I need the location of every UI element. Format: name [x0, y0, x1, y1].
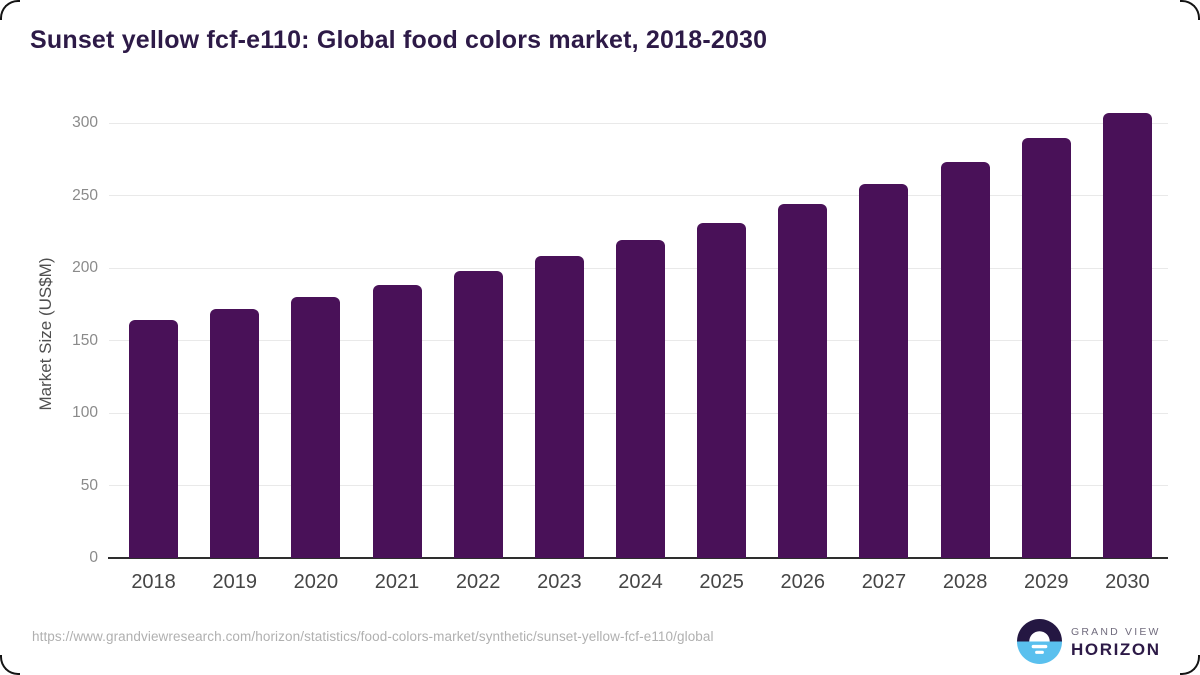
bar-2022[interactable] [453, 270, 503, 558]
bar-2018[interactable] [129, 320, 179, 558]
bar-2030[interactable] [1102, 112, 1152, 558]
y-tick-label-200: 200 [72, 259, 98, 276]
y-tick-label-50: 50 [80, 476, 98, 494]
x-axis-labels: 2018 2019 2020 2021 2022 2023 2024 2025 2026 2027… [113, 569, 1168, 597]
source-url[interactable]: https://www.grandviewresearch.com/horizo… [32, 629, 714, 644]
gridline-250 [109, 195, 1168, 196]
x-tick-label-2026: 2026 [780, 571, 826, 593]
brand-name-bottom: HORIZON [1071, 640, 1161, 659]
gridline-300 [109, 122, 1168, 124]
rounded-corner-top-right [1180, 0, 1200, 20]
rounded-corner-bottom-right [1180, 655, 1200, 675]
x-tick-label-2018: 2018 [131, 571, 176, 593]
bar-2029[interactable] [1021, 137, 1071, 558]
y-tick-label-150: 150 [72, 331, 98, 349]
y-tick-label-300: 300 [72, 114, 98, 131]
bar-2027[interactable] [859, 183, 909, 558]
x-tick-label-2028: 2028 [942, 571, 988, 593]
x-axis-line [108, 557, 1168, 559]
bar-2024[interactable] [616, 240, 665, 558]
bar-2021[interactable] [372, 285, 422, 558]
bar-2019[interactable] [210, 308, 260, 558]
brand-name-top: GRAND VIEW [1071, 626, 1161, 638]
y-tick-label-250: 250 [72, 186, 98, 204]
sunset-circle-icon [1016, 618, 1063, 665]
bar-2020[interactable] [291, 297, 341, 558]
x-tick-label-2027: 2027 [861, 571, 907, 593]
x-tick-label-2021: 2021 [374, 571, 420, 593]
x-tick-label-2030: 2030 [1105, 571, 1150, 593]
x-tick-label-2023: 2023 [537, 571, 582, 593]
logo-text: GRAND VIEW HORIZON [1071, 626, 1161, 660]
x-tick-label-2022: 2022 [455, 571, 501, 593]
bar-2025[interactable] [697, 223, 747, 558]
x-tick-label-2025: 2025 [699, 571, 744, 593]
x-tick-label-2019: 2019 [212, 571, 257, 593]
y-axis-ticks: 0 50 100 150 200 250 300 [40, 114, 98, 566]
rounded-corner-bottom-left [0, 655, 20, 675]
rounded-corner-top-left [0, 0, 20, 20]
grand-view-horizon-logo-icon [1016, 618, 1063, 665]
x-tick-label-2020: 2020 [293, 571, 339, 593]
x-tick-label-2029: 2029 [1024, 571, 1069, 593]
plot-area [108, 112, 1168, 559]
bar-2026[interactable] [778, 204, 828, 558]
y-tick-label-0: 0 [89, 549, 98, 566]
y-tick-label-100: 100 [72, 404, 98, 421]
bar-2028[interactable] [940, 162, 990, 558]
x-tick-label-2024: 2024 [618, 571, 663, 593]
bar-2023[interactable] [534, 256, 584, 558]
chart-title: Sunset yellow fcf-e110: Global food colo… [30, 26, 768, 54]
